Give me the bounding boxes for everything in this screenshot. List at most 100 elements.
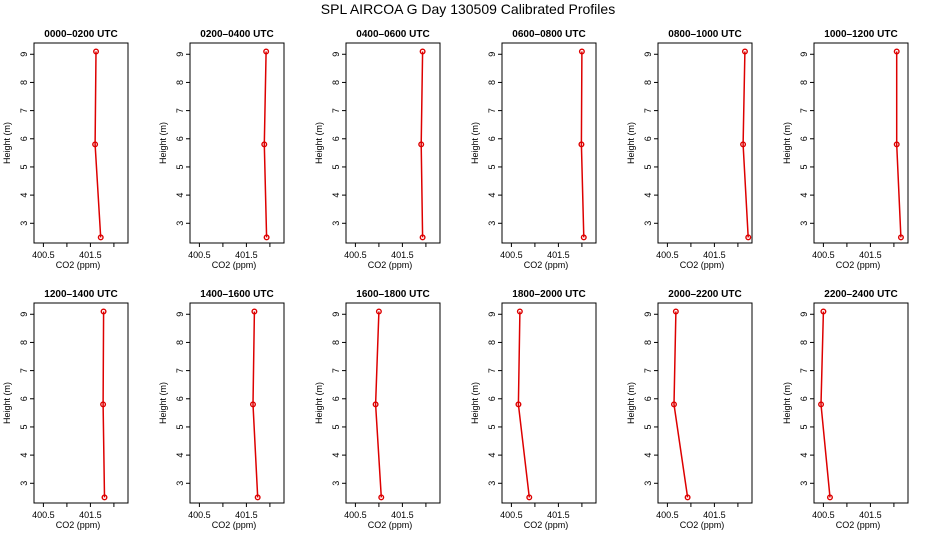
y-tick-label: 6 [19, 396, 29, 401]
x-tick-label: 401.5 [547, 250, 570, 260]
y-tick-label: 7 [643, 108, 653, 113]
panel-5: 1000–1200 UTC 400.5 401.5 3 4 5 6 7 8 9 CO2 (ppm) H… [782, 29, 909, 270]
y-axis-label: Height (m) [626, 122, 636, 164]
y-tick-label: 6 [175, 396, 185, 401]
y-tick-label: 4 [19, 193, 29, 198]
y-tick-label: 8 [487, 340, 497, 345]
x-axis-label: CO2 (ppm) [212, 520, 257, 530]
plot-frame [189, 302, 285, 504]
x-axis-label: CO2 (ppm) [56, 520, 101, 530]
panel-title: 1000–1200 UTC [824, 29, 897, 40]
y-tick-label: 5 [331, 424, 341, 429]
panel-0: 0000–0200 UTC 400.5 401.5 3 4 5 6 7 8 9 CO2 (ppm) H… [2, 29, 129, 270]
panel-8: 1600–1800 UTC 400.5 401.5 3 4 5 6 7 8 9 CO2 (ppm) H… [314, 289, 441, 530]
y-tick-label: 7 [799, 368, 809, 373]
y-tick-label: 6 [19, 136, 29, 141]
y-tick-label: 5 [331, 164, 341, 169]
plot-frame [657, 42, 753, 244]
panel-title: 0000–0200 UTC [44, 29, 117, 40]
y-tick-label: 8 [175, 340, 185, 345]
y-tick-label: 7 [331, 108, 341, 113]
x-tick-label: 400.5 [656, 250, 679, 260]
y-tick-label: 4 [175, 193, 185, 198]
x-tick-label: 401.5 [79, 250, 102, 260]
data-point [893, 141, 900, 148]
data-point [578, 48, 585, 55]
y-tick-label: 8 [487, 80, 497, 85]
y-tick-label: 5 [487, 164, 497, 169]
data-point [745, 234, 752, 241]
x-tick-label: 401.5 [859, 250, 882, 260]
y-tick-label: 5 [643, 424, 653, 429]
y-tick-label: 6 [643, 396, 653, 401]
y-tick-label: 3 [487, 481, 497, 486]
y-tick-label: 3 [331, 481, 341, 486]
data-point [893, 48, 900, 55]
y-tick-label: 4 [487, 453, 497, 458]
y-tick-label: 6 [643, 136, 653, 141]
x-tick-label: 400.5 [188, 250, 211, 260]
y-tick-label: 3 [19, 481, 29, 486]
x-tick-label: 401.5 [391, 510, 414, 520]
y-axis-label: Height (m) [782, 382, 792, 424]
y-tick-label: 4 [799, 193, 809, 198]
y-tick-label: 3 [643, 481, 653, 486]
y-tick-label: 9 [799, 312, 809, 317]
y-tick-label: 8 [19, 340, 29, 345]
plot-frame [33, 42, 129, 244]
data-point [672, 308, 679, 315]
y-tick-label: 5 [799, 164, 809, 169]
y-tick-label: 9 [175, 312, 185, 317]
y-tick-label: 6 [487, 396, 497, 401]
panel-title: 2000–2200 UTC [668, 289, 741, 300]
x-tick-label: 401.5 [547, 510, 570, 520]
x-axis-label: CO2 (ppm) [680, 520, 725, 530]
y-tick-label: 6 [175, 136, 185, 141]
panel-title: 0600–0800 UTC [512, 29, 585, 40]
data-point [92, 141, 99, 148]
x-tick-label: 401.5 [391, 250, 414, 260]
y-tick-label: 8 [643, 340, 653, 345]
y-axis-label: Height (m) [626, 382, 636, 424]
x-tick-label: 401.5 [235, 510, 258, 520]
y-tick-label: 5 [175, 424, 185, 429]
y-tick-label: 4 [331, 453, 341, 458]
chart-main-title: SPL AIRCOA G Day 130509 Calibrated Profi… [320, 1, 616, 17]
panel-title: 0200–0400 UTC [200, 29, 273, 40]
x-tick-label: 400.5 [32, 250, 55, 260]
y-tick-label: 8 [331, 80, 341, 85]
y-tick-label: 4 [643, 453, 653, 458]
x-tick-label: 400.5 [188, 510, 211, 520]
profile-line [420, 51, 424, 238]
panel-10: 2000–2200 UTC 400.5 401.5 3 4 5 6 7 8 9 CO2 (ppm) H… [626, 289, 753, 530]
y-tick-label: 6 [487, 136, 497, 141]
data-point [254, 494, 261, 501]
y-tick-label: 7 [175, 368, 185, 373]
y-tick-label: 9 [19, 312, 29, 317]
plot-frame [345, 42, 441, 244]
data-point [378, 494, 385, 501]
panel-title: 0400–0600 UTC [356, 29, 429, 40]
profile-line [517, 311, 531, 498]
y-axis-label: Height (m) [158, 122, 168, 164]
panel-title: 1800–2000 UTC [512, 289, 585, 300]
profile-line [580, 51, 585, 238]
y-tick-label: 4 [487, 193, 497, 198]
y-tick-label: 7 [487, 108, 497, 113]
plot-frame [33, 302, 129, 504]
y-tick-label: 5 [643, 164, 653, 169]
y-tick-label: 9 [331, 52, 341, 57]
y-tick-label: 8 [799, 340, 809, 345]
panel-6: 1200–1400 UTC 400.5 401.5 3 4 5 6 7 8 9 CO2 (ppm) H… [2, 289, 129, 530]
data-point [670, 401, 677, 408]
x-axis-label: CO2 (ppm) [368, 520, 413, 530]
profile-line [820, 311, 831, 498]
x-axis-label: CO2 (ppm) [836, 260, 881, 270]
data-point [375, 308, 382, 315]
x-axis-label: CO2 (ppm) [836, 520, 881, 530]
y-axis-label: Height (m) [782, 122, 792, 164]
y-tick-label: 4 [175, 453, 185, 458]
data-point [251, 308, 258, 315]
y-tick-label: 4 [643, 193, 653, 198]
